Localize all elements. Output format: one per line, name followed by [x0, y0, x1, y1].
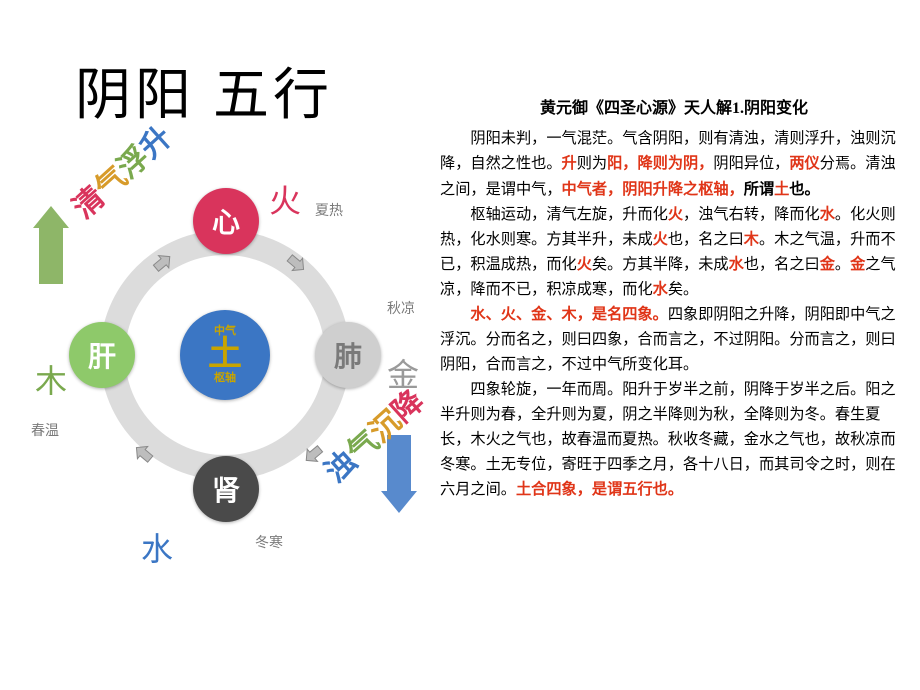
- element-label: 水: [141, 524, 173, 570]
- organ-node-liver: 肝: [69, 322, 135, 388]
- organ-node-lung: 肺: [315, 322, 381, 388]
- element-label: 木: [35, 356, 67, 402]
- season-label: 夏热: [315, 200, 343, 220]
- element-label: 火: [269, 176, 301, 222]
- paragraph-3: 水、火、金、木，是名四象。四象即阴阳之升降，阴阳即中气之浮沉。分而名之，则曰四象…: [440, 302, 908, 377]
- article-heading: 黄元御《四圣心源》天人解1.阴阳变化: [440, 96, 908, 122]
- paragraph-2: 枢轴运动，清气左旋，升而化火，浊气右转，降而化水。化火则热，化水则寒。方其半升，…: [440, 202, 908, 302]
- article-text: 黄元御《四圣心源》天人解1.阴阳变化 阴阳未判，一气混茫。气含阴阳，则有清浊，清…: [440, 96, 908, 503]
- center-bottom-label: 枢轴: [214, 372, 236, 385]
- paragraph-1: 阴阳未判，一气混茫。气含阴阳，则有清浊，清则浮升，浊则沉降，自然之性也。升则为阳…: [440, 126, 908, 201]
- season-label: 冬寒: [255, 532, 283, 552]
- up-arrow-icon: [33, 206, 69, 289]
- center-earth-node: 中气 土 枢轴: [180, 310, 270, 400]
- season-label: 春温: [31, 420, 59, 440]
- paragraph-4: 四象轮旋，一年而周。阳升于岁半之前，阴降于岁半之后。阳之半升则为春，全升则为夏，…: [440, 377, 908, 502]
- page-title: 阴阳 五行: [75, 50, 333, 131]
- center-big-label: 土: [208, 338, 242, 372]
- organ-node-kidney: 肾: [193, 456, 259, 522]
- season-label: 秋凉: [387, 298, 415, 318]
- organ-node-heart: 心: [193, 188, 259, 254]
- wuxing-diagram: 心肺肾肝 中气 土 枢轴 火金水木 夏热秋凉冬寒春温 清气浮升 浊气沉降: [25, 140, 425, 560]
